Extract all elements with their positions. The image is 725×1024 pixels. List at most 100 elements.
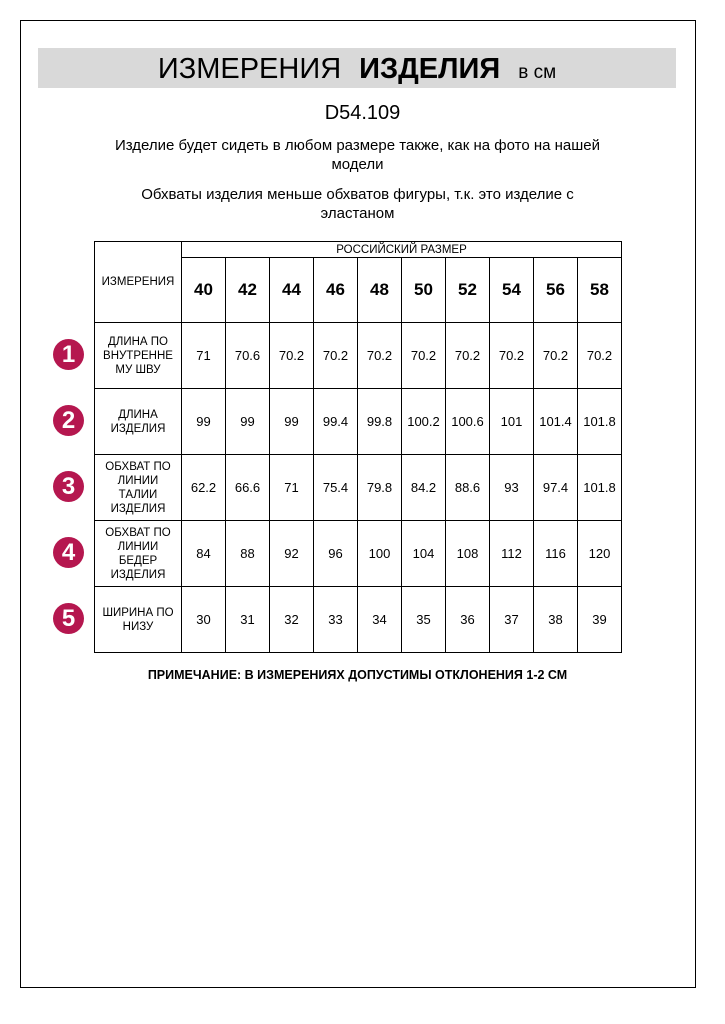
row-label-line: ИЗДЕЛИЯ: [110, 568, 166, 581]
table-row: ОБХВАТ ПО ЛИНИИ ТАЛИИ ИЗДЕЛИЯ 62.2 66.6 71 75.4…: [94, 454, 622, 521]
row-label-line: ШИРИНА ПО: [102, 606, 174, 619]
table-cell: 70.2: [401, 322, 446, 389]
size-54: 54: [489, 257, 534, 323]
table-cell: 34: [357, 586, 402, 653]
row-label: ДЛИНА ИЗДЕЛИЯ: [94, 388, 182, 455]
table-cell: 112: [489, 520, 534, 587]
row-label-line: БЕДЕР: [118, 554, 158, 567]
size-48: 48: [357, 257, 402, 323]
table-cell: 36: [445, 586, 490, 653]
table-cell: 70.2: [357, 322, 402, 389]
row-label-line: ДЛИНА: [118, 408, 158, 421]
table-row: ШИРИНА ПО НИЗУ 30 31 32 33 34 35 36 37 38 39: [94, 586, 622, 653]
table-cell: 84.2: [401, 454, 446, 521]
table-cell: 70.2: [269, 322, 314, 389]
row-label: ОБХВАТ ПО ЛИНИИ ТАЛИИ ИЗДЕЛИЯ: [94, 454, 182, 521]
table-cell: 38: [533, 586, 578, 653]
row-label: ОБХВАТ ПО ЛИНИИ БЕДЕР ИЗДЕЛИЯ: [94, 520, 182, 587]
table-cell: 96: [313, 520, 358, 587]
table-cell: 88: [225, 520, 270, 587]
row-label: ШИРИНА ПО НИЗУ: [94, 586, 182, 653]
size-56: 56: [533, 257, 578, 323]
table-cell: 39: [577, 586, 622, 653]
table-cell: 70.2: [489, 322, 534, 389]
table-cell: 30: [181, 586, 226, 653]
table-cell: 31: [225, 586, 270, 653]
row-label-line: ДЛИНА ПО: [108, 335, 168, 348]
table-cell: 66.6: [225, 454, 270, 521]
table-row: ДЛИНА ИЗДЕЛИЯ 99 99 99 99.4 99.8 100.2 100.6 101 1…: [94, 388, 622, 455]
row-number-badge: 5: [53, 603, 84, 634]
size-42: 42: [225, 257, 270, 323]
size-50: 50: [401, 257, 446, 323]
page-frame: [20, 20, 696, 988]
row-label-line: ОБХВАТ ПО: [105, 460, 171, 473]
table-cell: 100.6: [445, 388, 490, 455]
row-label-line: ЛИНИИ: [117, 540, 159, 553]
table-cell: 120: [577, 520, 622, 587]
measure-header: ИЗМЕРЕНИЯ: [94, 241, 182, 323]
row-label-line: НИЗУ: [122, 620, 154, 633]
table-cell: 33: [313, 586, 358, 653]
table-cell: 71: [269, 454, 314, 521]
table-cell: 104: [401, 520, 446, 587]
table-cell: 70.2: [577, 322, 622, 389]
table-cell: 101.8: [577, 454, 622, 521]
size-58: 58: [577, 257, 622, 323]
table-row: ОБХВАТ ПО ЛИНИИ БЕДЕР ИЗДЕЛИЯ 84 88 92 96 100 104…: [94, 520, 622, 587]
table-cell: 71: [181, 322, 226, 389]
row-label-line: МУ ШВУ: [115, 363, 161, 376]
row-number-badge: 1: [53, 339, 84, 370]
table-row: ДЛИНА ПО ВНУТРЕННЕ МУ ШВУ 71 70.6 70.2 70.2 70.…: [94, 322, 622, 389]
table-cell: 101.4: [533, 388, 578, 455]
size-table: ИЗМЕРЕНИЯ РОССИЙСКИЙ РАЗМЕР 40 42 44 46 48 50 52…: [94, 241, 622, 653]
table-cell: 99: [269, 388, 314, 455]
row-label-line: ТАЛИИ: [118, 488, 158, 501]
table-cell: 101: [489, 388, 534, 455]
table-cell: 99: [225, 388, 270, 455]
row-label-line: ОБХВАТ ПО: [105, 526, 171, 539]
footnote: ПРИМЕЧАНИЕ: В ИЗМЕРЕНИЯХ ДОПУСТИМЫ ОТКЛО…: [147, 668, 568, 682]
table-cell: 116: [533, 520, 578, 587]
row-number-badge: 3: [53, 471, 84, 502]
table-cell: 62.2: [181, 454, 226, 521]
row-label-line: ВНУТРЕННЕ: [103, 349, 173, 362]
row-number-badge: 2: [53, 405, 84, 436]
note-fit: Изделие будет сидеть в любом размере так…: [114, 137, 601, 173]
size-44: 44: [269, 257, 314, 323]
table-cell: 99.8: [357, 388, 402, 455]
table-cell: 70.6: [225, 322, 270, 389]
table-cell: 97.4: [533, 454, 578, 521]
table-cell: 75.4: [313, 454, 358, 521]
row-label-line: ИЗДЕЛИЯ: [110, 502, 166, 515]
table-cell: 88.6: [445, 454, 490, 521]
table-cell: 92: [269, 520, 314, 587]
title-part1: ИЗМЕРЕНИЯ: [157, 53, 342, 85]
table-cell: 100.2: [401, 388, 446, 455]
table-cell: 101.8: [577, 388, 622, 455]
title-banner: ИЗМЕРЕНИЯ ИЗДЕЛИЯ в см: [38, 48, 676, 88]
title-unit: в см: [518, 62, 557, 83]
size-40: 40: [181, 257, 226, 323]
size-header: РОССИЙСКИЙ РАЗМЕР: [181, 241, 622, 258]
table-cell: 70.2: [445, 322, 490, 389]
table-cell: 70.2: [533, 322, 578, 389]
title-part2: ИЗДЕЛИЯ: [359, 53, 501, 85]
table-cell: 99.4: [313, 388, 358, 455]
table-cell: 93: [489, 454, 534, 521]
table-cell: 99: [181, 388, 226, 455]
table-cell: 100: [357, 520, 402, 587]
size-46: 46: [313, 257, 358, 323]
note-elastane: Обхваты изделия меньше обхватов фигуры, …: [141, 186, 574, 222]
table-cell: 84: [181, 520, 226, 587]
table-cell: 70.2: [313, 322, 358, 389]
row-label-line: ЛИНИИ: [117, 474, 159, 487]
size-52: 52: [445, 257, 490, 323]
table-cell: 35: [401, 586, 446, 653]
row-label-line: ИЗДЕЛИЯ: [110, 422, 166, 435]
table-cell: 37: [489, 586, 534, 653]
row-number-badge: 4: [53, 537, 84, 568]
product-code: D54.109: [324, 102, 401, 124]
row-label: ДЛИНА ПО ВНУТРЕННЕ МУ ШВУ: [94, 322, 182, 389]
table-cell: 79.8: [357, 454, 402, 521]
